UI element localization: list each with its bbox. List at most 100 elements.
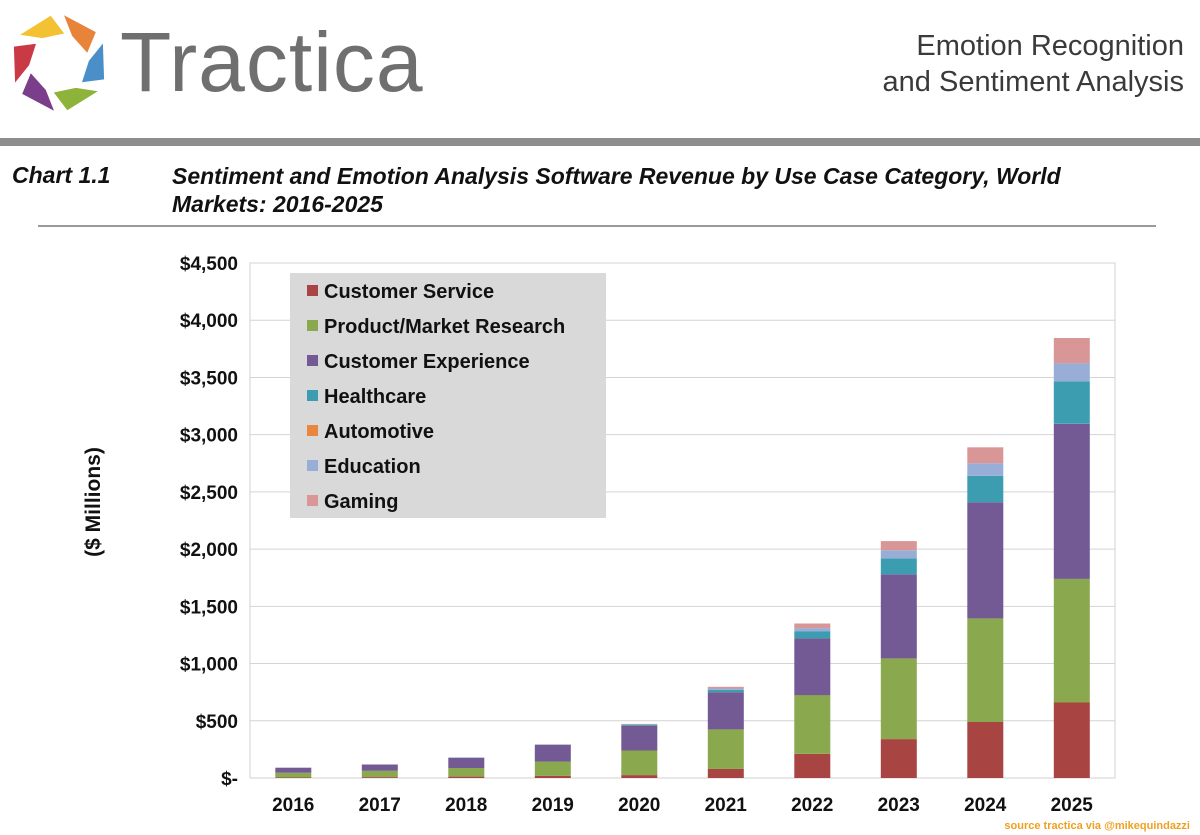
bar-segment [275, 772, 312, 778]
logo-petal [22, 73, 54, 111]
y-tick-label: $3,500 [180, 368, 238, 389]
bar-segment [621, 725, 658, 726]
y-tick-label: $- [221, 769, 238, 790]
bar-segment [707, 768, 744, 778]
bar-segment [1053, 423, 1090, 579]
bar-segment [1053, 381, 1090, 424]
x-tick-label: 2022 [791, 795, 833, 816]
chart-label: Chart 1.1 [12, 162, 111, 188]
chart-title-line2: Markets: 2016-2025 [172, 191, 383, 217]
y-tick-label: $3,000 [180, 426, 238, 447]
bar-segment [880, 550, 917, 559]
bar-segment [534, 745, 571, 762]
logo-petal [64, 15, 96, 53]
legend-swatch [307, 390, 318, 401]
bar-segment [794, 631, 831, 639]
legend-swatch [307, 355, 318, 366]
bar-segment [967, 463, 1004, 476]
x-tick-label: 2023 [878, 795, 920, 816]
bar-segment [621, 775, 658, 778]
bar-segment [880, 658, 917, 740]
bar-segment [967, 721, 1004, 778]
logo-petal [13, 43, 36, 83]
bar-segment [880, 739, 917, 778]
x-tick-label: 2021 [705, 795, 748, 816]
bar-segment [534, 775, 571, 778]
bar-segment [794, 623, 831, 629]
brand-name: Tractica [120, 15, 424, 109]
bar-segment [707, 688, 744, 690]
bar-segment [275, 777, 312, 778]
bar-segment [967, 475, 1004, 503]
y-tick-label: $1,000 [180, 655, 238, 676]
bar-segment [967, 618, 1004, 722]
bar-segment [1053, 578, 1090, 703]
x-tick-label: 2017 [359, 795, 401, 816]
chart-title: Sentiment and Emotion Analysis Software … [172, 162, 1172, 218]
bar-segment [707, 689, 744, 693]
chart-title-line1: Sentiment and Emotion Analysis Software … [172, 163, 1061, 189]
legend-label: Education [324, 456, 421, 478]
x-tick-label: 2024 [964, 795, 1007, 816]
title-divider [38, 225, 1156, 227]
bar-segment [794, 628, 831, 632]
bar-segment [794, 754, 831, 778]
bar-segment [880, 574, 917, 659]
report-title: Emotion Recognition and Sentiment Analys… [883, 28, 1184, 100]
legend-swatch [307, 495, 318, 506]
bar-segment [707, 692, 744, 730]
bar-segment [880, 541, 917, 551]
bar-segment [707, 729, 744, 769]
bar-segment [448, 776, 485, 778]
bar-segment [361, 764, 398, 771]
legend-label: Gaming [324, 491, 398, 513]
report-title-line1: Emotion Recognition [916, 30, 1184, 62]
y-tick-label: $2,000 [180, 540, 238, 561]
bar-segment [621, 724, 658, 725]
x-tick-label: 2019 [532, 795, 574, 816]
bar-segment [967, 502, 1004, 619]
y-tick-label: $4,000 [180, 311, 238, 332]
bar-segment [1053, 338, 1090, 364]
x-tick-label: 2018 [445, 795, 487, 816]
x-tick-label: 2016 [272, 795, 314, 816]
x-tick-label: 2025 [1051, 795, 1094, 816]
y-axis-label: ($ Millions) [82, 447, 105, 557]
bar-segment [275, 767, 312, 773]
bar-segment [621, 750, 658, 776]
logo-petal [82, 43, 105, 83]
bar-segment [534, 761, 571, 776]
y-tick-label: $4,500 [180, 254, 238, 275]
bar-segment [880, 558, 917, 575]
bar-segment [361, 777, 398, 778]
legend-label: Customer Service [324, 281, 494, 303]
logo-petal [53, 87, 98, 111]
bar-segment [621, 723, 658, 725]
legend: Customer Service Product/Market Research C… [290, 273, 606, 518]
bar-segment [448, 768, 485, 777]
legend-swatch [307, 425, 318, 436]
bar-segment [448, 757, 485, 768]
bar-segment [1053, 702, 1090, 778]
logo-petal [20, 15, 65, 39]
legend-label: Automotive [324, 421, 434, 443]
bar-segment [1053, 363, 1090, 382]
report-title-line2: and Sentiment Analysis [882, 66, 1184, 98]
legend-swatch [307, 285, 318, 296]
y-tick-label: $2,500 [180, 483, 238, 504]
legend-label: Product/Market Research [324, 316, 565, 338]
header-divider [0, 138, 1200, 146]
source-note: source tractica via @mikequindazzi [1004, 820, 1190, 832]
legend-box [290, 273, 606, 518]
legend-label: Customer Experience [324, 351, 530, 373]
bar-segment [621, 725, 658, 751]
bar-segment [794, 638, 831, 696]
legend-swatch [307, 320, 318, 331]
legend-swatch [307, 460, 318, 471]
bar-segment [794, 695, 831, 754]
bar-segment [707, 686, 744, 689]
y-tick-label: $1,500 [180, 597, 238, 618]
x-tick-label: 2020 [618, 795, 660, 816]
bar-segment [967, 447, 1004, 464]
